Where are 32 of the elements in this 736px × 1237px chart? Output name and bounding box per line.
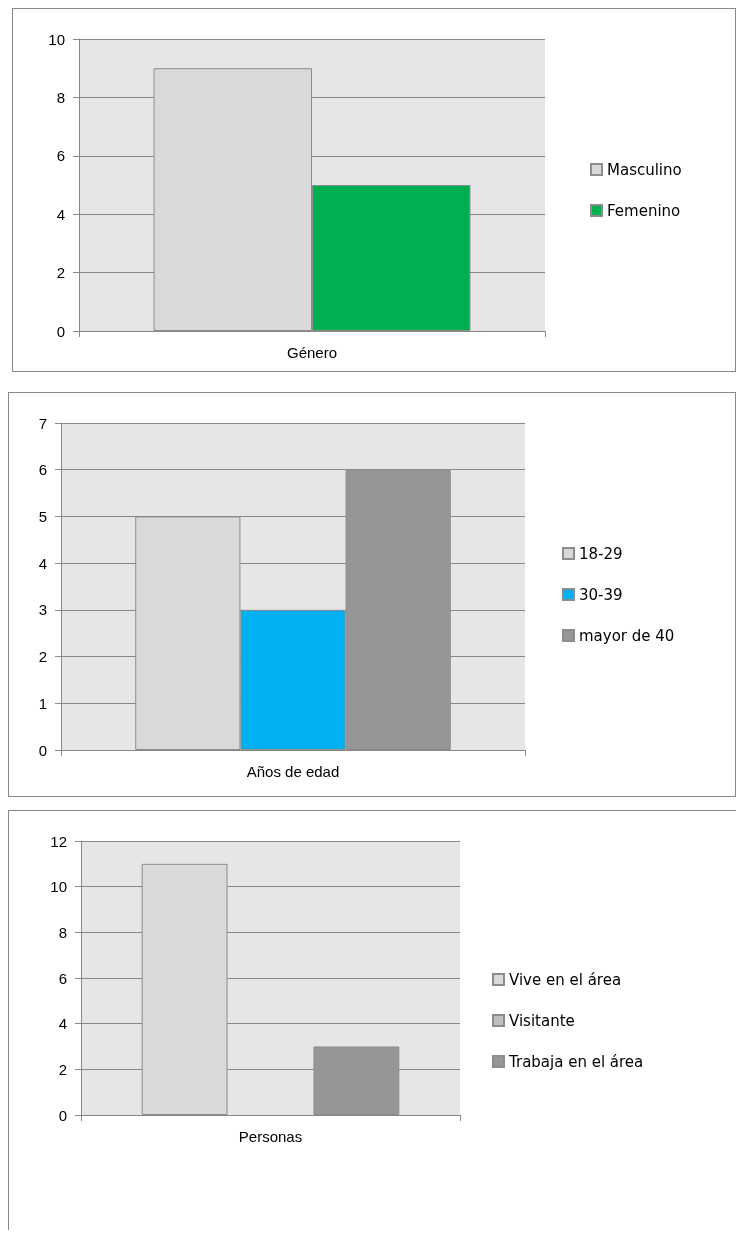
y-tick-label: 6: [56, 147, 65, 165]
legend-label: 18-29: [579, 544, 623, 563]
legend-label: mayor de 40: [579, 626, 675, 645]
legend-label: Femenino: [607, 201, 681, 220]
legend-label: Visitante: [509, 1011, 575, 1030]
x-tick-label: Género: [286, 344, 338, 361]
y-tick-label: 7: [38, 414, 47, 432]
y-tick-label: 1: [38, 694, 47, 712]
legend-label: Trabaja en el área: [508, 1052, 644, 1071]
y-tick-label: 0: [38, 741, 47, 759]
y-tick-label: 5: [38, 507, 47, 525]
legend-label: 30-39: [579, 585, 623, 604]
y-tick-label: 2: [38, 648, 47, 666]
y-tick-label: 12: [50, 832, 67, 850]
y-tick-label: 0: [56, 322, 65, 340]
y-tick-label: 4: [38, 554, 47, 572]
legend-label: Masculino: [607, 160, 682, 179]
legend-label: Vive en el área: [509, 970, 622, 989]
y-tick-label: 8: [58, 923, 67, 941]
y-tick-label: 4: [58, 1015, 67, 1033]
y-tick-label: 2: [56, 264, 65, 282]
y-tick-label: 3: [38, 601, 47, 619]
x-tick-label: Años de edad: [246, 763, 340, 780]
y-tick-label: 4: [56, 205, 65, 223]
y-tick-label: 0: [58, 1106, 67, 1124]
y-tick-label: 10: [48, 30, 65, 48]
y-tick-label: 8: [56, 88, 65, 106]
y-tick-label: 10: [50, 878, 67, 896]
y-tick-label: 2: [58, 1060, 67, 1078]
x-tick-label: Personas: [238, 1128, 303, 1145]
y-tick-label: 6: [38, 461, 47, 479]
y-tick-label: 6: [58, 969, 67, 987]
